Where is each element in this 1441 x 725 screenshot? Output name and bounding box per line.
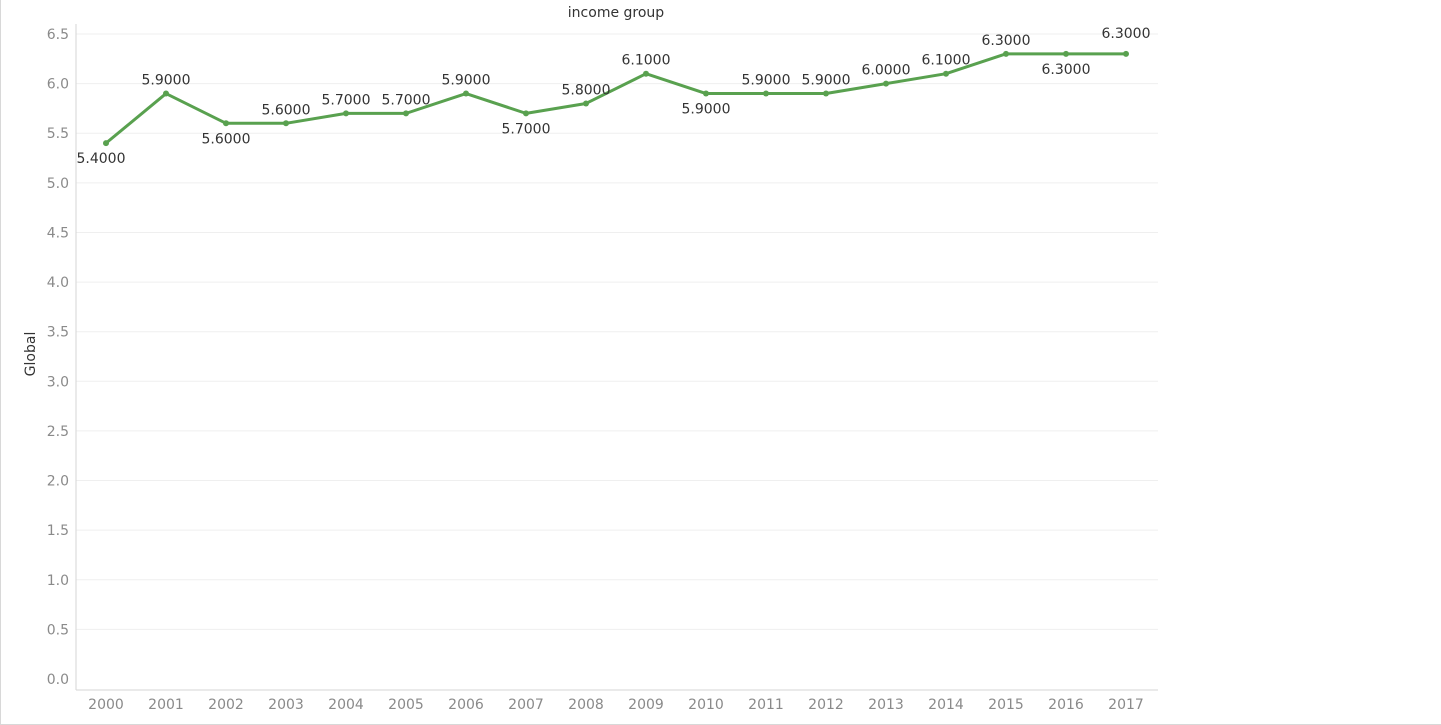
data-label: 5.7000 [502,121,551,137]
series-line [104,52,1128,145]
data-point [763,90,769,97]
data-point [163,90,169,97]
y-tick-label: 4.0 [47,275,69,291]
data-point [1123,50,1129,57]
data-point [883,80,889,87]
data-point [523,110,529,117]
data-label: 5.9000 [802,73,851,89]
data-point [703,90,709,97]
y-tick-label: 2.0 [47,474,69,490]
y-tick-label: 0.0 [47,672,69,688]
data-label: 5.9000 [142,73,191,89]
gridlines [76,33,1158,630]
data-point [463,90,469,97]
y-tick-label: 5.5 [47,126,69,142]
data-label: 5.9000 [682,102,731,118]
x-tick-label: 2015 [988,697,1024,713]
data-label: 6.3000 [982,33,1031,49]
x-tick-label: 2009 [628,697,664,713]
data-label: 6.3000 [1042,62,1091,78]
y-tick-label: 4.5 [47,225,69,241]
chart-title: income group [568,5,665,21]
x-tick-label: 2017 [1108,697,1144,713]
x-tick-label: 2010 [688,697,724,713]
data-point [1003,50,1009,57]
data-label: 5.9000 [742,73,791,89]
y-tick-label: 5.0 [47,176,69,192]
x-tick-label: 2012 [808,697,844,713]
x-tick-label: 2004 [328,697,364,713]
y-tick-label: 3.0 [47,374,69,390]
data-point [103,140,109,147]
x-axis-ticks: 2000 2001 2002 2003 2004 2005 2006 2007 2008 2009… [88,697,1144,713]
x-tick-label: 2011 [748,697,784,713]
y-axis-ticks: 0.0 0.5 1.0 1.5 2.0 2.5 3.0 3.5 4.0 4.5 5.0 5.5 6.0 6… [47,27,69,688]
data-label: 5.7000 [382,92,431,108]
data-point [1063,50,1069,57]
data-label: 6.0000 [862,63,911,79]
axes [75,24,1158,691]
x-tick-label: 2013 [868,697,904,713]
data-point [223,120,229,127]
y-tick-label: 1.5 [47,523,69,539]
data-label: 5.4000 [77,151,126,167]
data-point [583,100,589,107]
data-label: 6.1000 [922,53,971,69]
data-point [823,90,829,97]
y-tick-label: 1.0 [47,573,69,589]
y-tick-label: 6.5 [47,27,69,43]
x-tick-label: 2008 [568,697,604,713]
x-tick-label: 2000 [88,697,124,713]
data-point [403,110,409,117]
series-global [103,50,1129,147]
data-label: 5.8000 [562,82,611,98]
y-tick-label: 2.5 [47,424,69,440]
data-labels: 5.4000 5.9000 5.6000 5.6000 5.7000 5.7000 5.90… [77,26,1151,167]
data-label: 5.9000 [442,73,491,89]
data-point [943,70,949,77]
y-tick-label: 3.5 [47,325,69,341]
x-tick-label: 2003 [268,697,304,713]
x-tick-label: 2001 [148,697,184,713]
data-point [343,110,349,117]
data-point [643,70,649,77]
x-tick-label: 2005 [388,697,424,713]
data-label: 5.7000 [322,92,371,108]
x-tick-label: 2014 [928,697,964,713]
y-tick-label: 6.0 [47,77,69,93]
data-label: 6.3000 [1102,26,1151,42]
x-tick-label: 2006 [448,697,484,713]
x-tick-label: 2002 [208,697,244,713]
data-point [283,120,289,127]
x-tick-label: 2016 [1048,697,1084,713]
y-tick-label: 0.5 [47,622,69,638]
y-axis-title: Global [23,332,39,377]
data-label: 5.6000 [262,102,311,118]
data-label: 5.6000 [202,131,251,147]
x-tick-label: 2007 [508,697,544,713]
data-label: 6.1000 [622,53,671,69]
